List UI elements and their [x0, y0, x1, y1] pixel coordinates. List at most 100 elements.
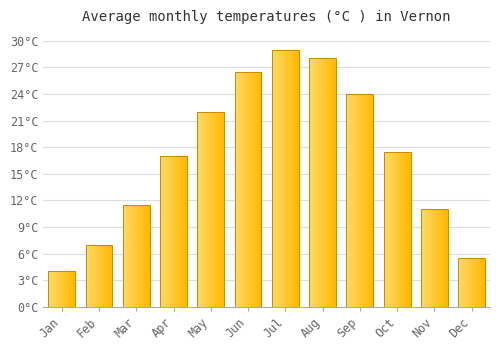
Bar [459, 258, 460, 307]
Bar [406, 152, 407, 307]
Bar [432, 209, 434, 307]
Bar [66, 272, 67, 307]
Bar [466, 258, 467, 307]
Bar [204, 112, 206, 307]
Bar [295, 50, 296, 307]
Bar [444, 209, 445, 307]
Bar [132, 205, 134, 307]
Bar [105, 245, 106, 307]
Bar [445, 209, 446, 307]
Bar [472, 258, 474, 307]
Bar [328, 58, 329, 307]
Bar [282, 50, 284, 307]
Bar [335, 58, 336, 307]
Bar [70, 272, 72, 307]
Bar [216, 112, 217, 307]
Bar [162, 156, 163, 307]
Bar [462, 258, 464, 307]
Bar [407, 152, 408, 307]
Bar [386, 152, 388, 307]
Bar [234, 72, 236, 307]
Bar [68, 272, 69, 307]
Bar [211, 112, 212, 307]
Bar [398, 152, 399, 307]
Bar [238, 72, 239, 307]
Bar [52, 272, 53, 307]
Bar [468, 258, 469, 307]
Bar [289, 50, 290, 307]
Bar [326, 58, 327, 307]
Bar [244, 72, 246, 307]
Bar [136, 205, 137, 307]
Bar [234, 72, 262, 307]
Bar [367, 94, 368, 307]
Bar [259, 72, 260, 307]
Bar [396, 152, 397, 307]
Bar [240, 72, 241, 307]
Bar [94, 245, 96, 307]
Bar [478, 258, 479, 307]
Bar [96, 245, 97, 307]
Bar [100, 245, 101, 307]
Bar [272, 50, 298, 307]
Bar [50, 272, 51, 307]
Bar [212, 112, 214, 307]
Bar [390, 152, 391, 307]
Bar [279, 50, 280, 307]
Bar [126, 205, 128, 307]
Bar [423, 209, 424, 307]
Bar [178, 156, 179, 307]
Bar [123, 205, 124, 307]
Bar [351, 94, 352, 307]
Bar [272, 50, 273, 307]
Bar [108, 245, 109, 307]
Bar [321, 58, 322, 307]
Bar [278, 50, 279, 307]
Bar [92, 245, 94, 307]
Bar [314, 58, 316, 307]
Bar [400, 152, 402, 307]
Bar [198, 112, 224, 307]
Bar [284, 50, 286, 307]
Bar [168, 156, 169, 307]
Bar [348, 94, 349, 307]
Bar [389, 152, 390, 307]
Bar [474, 258, 475, 307]
Bar [161, 156, 162, 307]
Bar [470, 258, 471, 307]
Bar [404, 152, 405, 307]
Bar [51, 272, 52, 307]
Bar [258, 72, 259, 307]
Bar [257, 72, 258, 307]
Bar [252, 72, 254, 307]
Bar [56, 272, 57, 307]
Bar [106, 245, 107, 307]
Bar [428, 209, 429, 307]
Bar [461, 258, 462, 307]
Bar [134, 205, 136, 307]
Bar [160, 156, 187, 307]
Bar [206, 112, 207, 307]
Bar [179, 156, 180, 307]
Bar [357, 94, 358, 307]
Bar [458, 258, 459, 307]
Bar [475, 258, 476, 307]
Bar [446, 209, 447, 307]
Bar [388, 152, 389, 307]
Bar [402, 152, 404, 307]
Bar [255, 72, 256, 307]
Bar [360, 94, 362, 307]
Bar [214, 112, 216, 307]
Bar [64, 272, 66, 307]
Bar [58, 272, 59, 307]
Bar [260, 72, 262, 307]
Bar [437, 209, 438, 307]
Bar [316, 58, 317, 307]
Bar [74, 272, 75, 307]
Bar [101, 245, 102, 307]
Bar [99, 245, 100, 307]
Bar [440, 209, 442, 307]
Bar [124, 205, 126, 307]
Bar [104, 245, 105, 307]
Bar [53, 272, 54, 307]
